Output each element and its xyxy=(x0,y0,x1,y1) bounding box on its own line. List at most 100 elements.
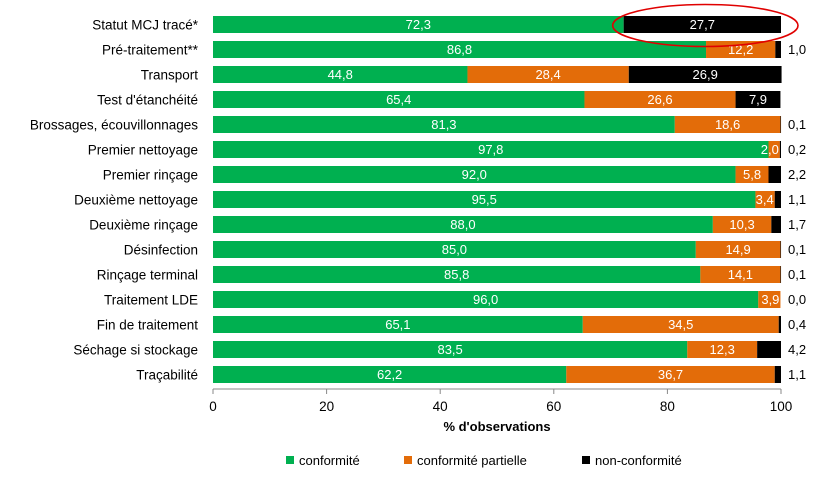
value-label-conformite-14: 83,5 xyxy=(437,342,462,357)
highlight-ellipse xyxy=(611,3,799,48)
value-label-conformite-7: 92,0 xyxy=(462,167,487,182)
legend-swatch-conformite xyxy=(286,456,294,464)
value-label-conformite-partielle-6: 2,0 xyxy=(761,142,779,157)
value-label-non-conformite-15: 1,1 xyxy=(788,367,806,382)
bar-conformite-6 xyxy=(213,141,769,158)
category-labels: Statut MCJ tracé* Pré-traitement** Transpo… xyxy=(30,18,199,383)
x-tick-label-20: 20 xyxy=(319,399,334,414)
value-label-conformite-partielle-3: 28,4 xyxy=(535,67,560,82)
bar-conformite-11 xyxy=(213,266,701,283)
value-label-conformite-11: 85,8 xyxy=(444,267,469,282)
bar-conformite-9 xyxy=(213,216,713,233)
bar-conformite-10 xyxy=(213,241,696,258)
bar-conformite-3 xyxy=(213,66,468,83)
x-axis-title: % d'observations xyxy=(443,419,550,434)
bar-non-conformite-1 xyxy=(623,16,781,33)
bar-conformite-1 xyxy=(213,16,624,33)
value-label-non-conformite-2: 1,0 xyxy=(788,42,806,57)
value-label-conformite-3: 44,8 xyxy=(328,67,353,82)
bar-conformite-partielle-4 xyxy=(584,91,736,108)
x-tick-label-60: 60 xyxy=(546,399,561,414)
bar-non-conformite-4 xyxy=(735,91,781,108)
bar-conformite-partielle-12 xyxy=(758,291,781,308)
bar-conformite-partielle-8 xyxy=(755,191,775,208)
category-label-pre-traitement: Pré-traitement** xyxy=(102,43,199,58)
bar-conformite-14 xyxy=(213,341,688,358)
category-label-brossages-ecouvillonnages: Brossages, écouvillonnages xyxy=(30,118,198,133)
bar-conformite-partielle-9 xyxy=(712,216,772,233)
bar-non-conformite-14 xyxy=(757,341,781,358)
bar-conformite-partielle-2 xyxy=(706,41,776,58)
bar-non-conformite-7 xyxy=(768,166,781,183)
value-label-conformite-8: 95,5 xyxy=(472,192,497,207)
value-label-non-conformite-4: 7,9 xyxy=(749,92,767,107)
bar-conformite-partielle-5 xyxy=(674,116,781,133)
bar-non-conformite-13 xyxy=(778,316,781,333)
value-label-conformite-1: 72,3 xyxy=(406,17,431,32)
bar-conformite-partielle-15 xyxy=(566,366,775,383)
value-label-non-conformite-12: 0,0 xyxy=(788,292,806,307)
x-tick-label-80: 80 xyxy=(660,399,675,414)
bar-conformite-partielle-3 xyxy=(467,66,629,83)
value-label-conformite-partielle-5: 18,6 xyxy=(715,117,740,132)
value-label-non-conformite-6: 0,2 xyxy=(788,142,806,157)
bar-non-conformite-6 xyxy=(779,141,781,158)
value-label-conformite-10: 85,0 xyxy=(442,242,467,257)
value-label-conformite-2: 86,8 xyxy=(447,42,472,57)
value-label-conformite-partielle-15: 36,7 xyxy=(658,367,683,382)
bars-group xyxy=(213,16,782,383)
value-label-conformite-12: 96,0 xyxy=(473,292,498,307)
bar-non-conformite-5 xyxy=(780,116,782,133)
bar-non-conformite-11 xyxy=(780,266,782,283)
x-tick-label-0: 0 xyxy=(209,399,217,414)
bar-non-conformite-8 xyxy=(774,191,781,208)
value-label-conformite-4: 65,4 xyxy=(386,92,411,107)
bar-non-conformite-9 xyxy=(771,216,781,233)
bar-conformite-partielle-13 xyxy=(582,316,779,333)
value-label-conformite-15: 62,2 xyxy=(377,367,402,382)
legend-label-non-conformite: non-conformité xyxy=(595,453,682,468)
value-label-conformite-6: 97,8 xyxy=(478,142,503,157)
bar-conformite-partielle-6 xyxy=(768,141,780,158)
category-label-transport: Transport xyxy=(141,68,199,83)
value-label-conformite-partielle-11: 14,1 xyxy=(728,267,753,282)
value-label-non-conformite-13: 0,4 xyxy=(788,317,806,332)
category-label-deuxieme-nettoyage: Deuxième nettoyage xyxy=(74,193,198,208)
legend-label-conformite: conformité xyxy=(299,453,360,468)
bar-conformite-7 xyxy=(213,166,736,183)
category-label-desinfection: Désinfection xyxy=(124,243,198,258)
value-label-conformite-partielle-13: 34,5 xyxy=(668,317,693,332)
value-label-non-conformite-14: 4,2 xyxy=(788,342,806,357)
category-label-deuxieme-rincage: Deuxième rinçage xyxy=(89,218,198,233)
value-label-conformite-9: 88,0 xyxy=(450,217,475,232)
category-label-premier-nettoyage: Premier nettoyage xyxy=(88,143,198,158)
value-label-non-conformite-9: 1,7 xyxy=(788,217,806,232)
bar-conformite-partielle-10 xyxy=(695,241,781,258)
bar-conformite-13 xyxy=(213,316,583,333)
value-label-non-conformite-7: 2,2 xyxy=(788,167,806,182)
value-label-conformite-partielle-4: 26,6 xyxy=(647,92,672,107)
category-label-sechage-si-stockage: Séchage si stockage xyxy=(73,343,198,358)
legend-swatch-conformite-partielle xyxy=(404,456,412,464)
bar-conformite-8 xyxy=(213,191,756,208)
bar-conformite-15 xyxy=(213,366,567,383)
value-label-conformite-13: 65,1 xyxy=(385,317,410,332)
value-label-non-conformite-5: 0,1 xyxy=(788,117,806,132)
value-label-non-conformite-1: 27,7 xyxy=(690,17,715,32)
value-label-conformite-partielle-14: 12,3 xyxy=(710,342,735,357)
category-label-tracabilite: Traçabilité xyxy=(136,368,198,383)
bar-conformite-4 xyxy=(213,91,585,108)
value-label-non-conformite-11: 0,1 xyxy=(788,267,806,282)
category-label-premier-rincage: Premier rinçage xyxy=(103,168,198,183)
value-label-non-conformite-3: 26,9 xyxy=(693,67,718,82)
legend-swatch-non-conformite xyxy=(582,456,590,464)
bar-conformite-2 xyxy=(213,41,707,58)
bar-non-conformite-2 xyxy=(775,41,781,58)
value-label-conformite-partielle-12: 3,9 xyxy=(761,292,779,307)
value-label-non-conformite-8: 1,1 xyxy=(788,192,806,207)
value-label-non-conformite-10: 0,1 xyxy=(788,242,806,257)
bar-conformite-partielle-14 xyxy=(687,341,758,358)
bar-non-conformite-15 xyxy=(774,366,781,383)
value-label-conformite-partielle-10: 14,9 xyxy=(725,242,750,257)
